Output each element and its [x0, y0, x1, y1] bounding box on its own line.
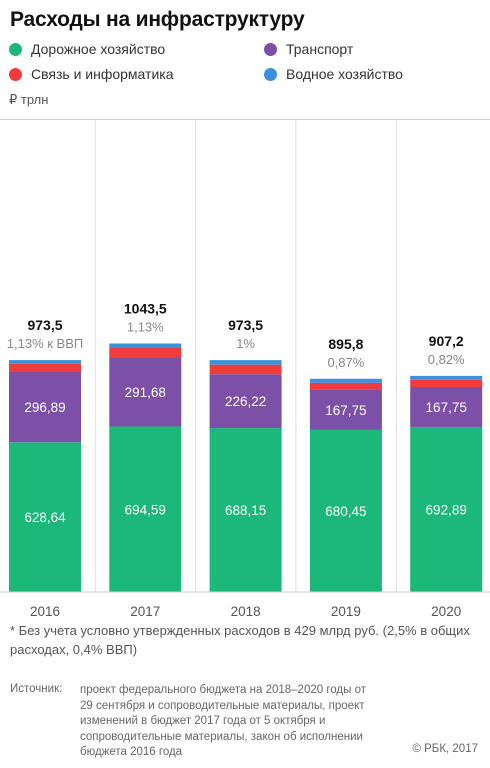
data-label: 694,59: [125, 502, 166, 517]
total-label: 973,5: [228, 317, 263, 333]
footnote: * Без учета условно утвержденных расходо…: [10, 623, 470, 657]
data-label: 680,45: [325, 504, 366, 519]
x-tick-label: 2020: [431, 604, 461, 619]
gdp-share-label: 1,13% к ВВП: [7, 336, 83, 351]
total-label: 907,2: [429, 333, 464, 349]
unit-label: ₽ трлн: [9, 92, 49, 107]
bar-segment: [109, 426, 182, 592]
data-label: 291,68: [125, 385, 166, 400]
bar-segment: [309, 382, 382, 390]
data-label: 167,75: [325, 403, 366, 418]
legend-label-water: Водное хозяйство: [286, 66, 403, 82]
x-tick-label: 2019: [331, 604, 361, 619]
bar-segment: [109, 347, 182, 358]
data-label: 296,89: [24, 400, 65, 415]
total-label: 1043,5: [124, 300, 167, 316]
x-tick-label: 2018: [231, 604, 261, 619]
bar-segment: [9, 371, 81, 443]
source-text: проект федерального бюджета на 2018–2020…: [80, 684, 366, 758]
legend-item-water: Водное хозяйство: [264, 66, 403, 82]
bar-segment: [9, 442, 81, 592]
bar-segment: [109, 357, 182, 427]
stacked-bar-chart: 628,64 296,89 973,5 1,13% к ВВП 2016 694,59 29…: [0, 120, 490, 619]
legend-label-roads: Дорожное хозяйство: [31, 41, 166, 57]
copyright: © РБК, 2017: [412, 743, 478, 755]
chart-title: Расходы на инфраструктуру: [10, 8, 305, 31]
data-label: 688,15: [225, 503, 266, 518]
bar-segment: [309, 389, 382, 430]
bar-segment: [309, 429, 382, 592]
gdp-share-label: 0,87%: [327, 355, 364, 370]
bar-segment: [209, 428, 282, 592]
legend-swatch-transport: [264, 42, 277, 56]
legend-label-communications: Связь и информатика: [31, 66, 174, 82]
x-tick-label: 2017: [130, 604, 160, 619]
bar-segment: [209, 374, 282, 429]
legend-item-roads: Дорожное хозяйство: [9, 41, 165, 57]
bar-segment: [9, 363, 81, 372]
data-label: 692,89: [426, 502, 467, 517]
data-label: 167,75: [426, 400, 467, 415]
gdp-share-label: 0,82%: [428, 352, 465, 367]
bar-segment: [9, 360, 81, 364]
data-label: 226,22: [225, 394, 266, 409]
bar-segment: [109, 343, 182, 348]
legend-swatch-communications: [9, 67, 22, 81]
total-label: 895,8: [328, 336, 363, 352]
legend-item-transport: Транспорт: [264, 41, 353, 57]
gdp-share-label: 1,13%: [127, 319, 164, 334]
data-label: 628,64: [24, 510, 66, 525]
bar-segment: [410, 426, 483, 592]
source-label: Источник:: [10, 683, 63, 695]
bar-segment: [209, 360, 282, 365]
total-label: 973,5: [27, 317, 62, 333]
gdp-share-label: 1%: [236, 336, 255, 351]
bar-segment: [410, 386, 483, 427]
legend-item-communications: Связь и информатика: [9, 66, 173, 82]
legend-label-transport: Транспорт: [286, 41, 354, 57]
legend-swatch-roads: [9, 42, 22, 56]
bar-segment: [209, 364, 282, 375]
legend-swatch-water: [264, 67, 277, 81]
bar-segment: [309, 378, 382, 383]
top-rule: [0, 119, 490, 120]
bar-segment: [410, 375, 483, 380]
x-tick-label: 2016: [30, 604, 60, 619]
bar-segment: [410, 379, 483, 387]
